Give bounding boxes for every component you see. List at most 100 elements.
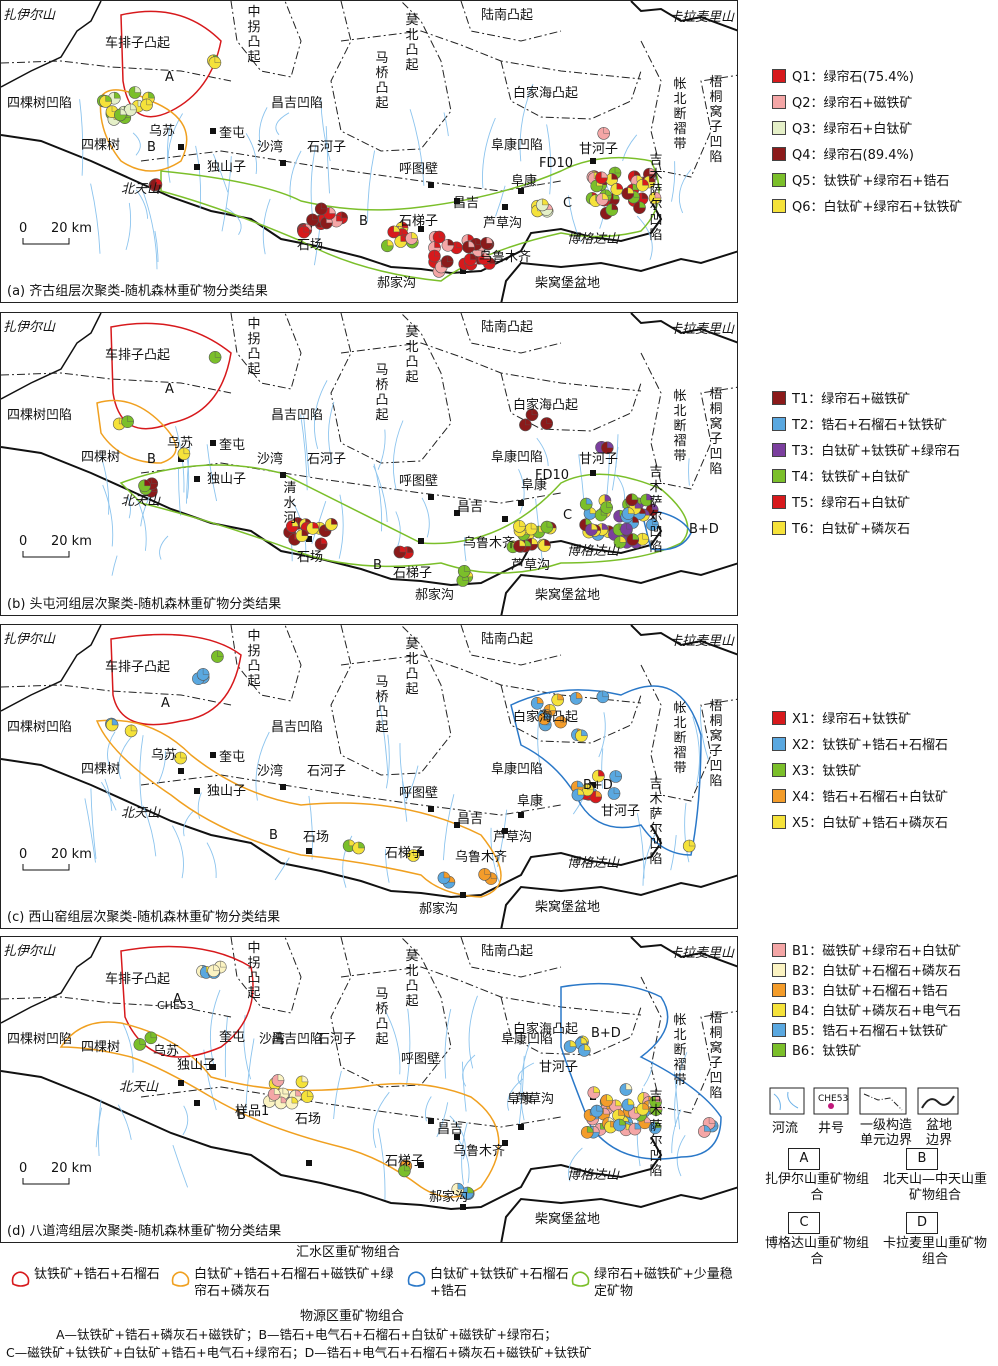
legend-label: 钛铁矿+白钛矿 [821,470,911,485]
place-label: 四棵树凹陷 [7,96,73,111]
sample-pie-marker [610,183,624,196]
sample-pie-marker [121,415,134,428]
place-label: 柴窝堡盆地 [535,1212,601,1227]
sample-pie-marker [600,1094,614,1107]
sample-pie-marker [271,1074,285,1087]
place-label: B [359,214,368,229]
legend-label: 绿帘石(75.4%) [823,70,914,85]
place-label: 独山子 [207,784,247,799]
map-canvas [1,1,737,302]
legend-label: 白钛矿+钛铁矿+绿帘石 [821,444,961,459]
legend-entry: Q4：绿帘石(89.4%) [772,144,914,163]
legend-code: T3 [792,444,809,459]
place-label: 梧桐窝子凹陷 [709,699,723,789]
place-label: 卡拉麦里山 [669,946,735,961]
place-label: 石梯子 [399,214,439,229]
place-label: 昌吉 [453,196,480,211]
place-label: 四棵树 [81,762,121,777]
legend-entry: T5：绿帘石+白钛矿 [772,492,910,511]
legend-label: 钛铁矿+锆石+石榴石 [822,738,948,753]
place-label: 昌吉 [457,812,484,827]
place-label: 中拐凸起 [247,5,261,65]
sample-pie-marker [575,729,588,743]
legend-swatch [772,469,786,483]
legend-swatch [772,815,786,829]
place-label: 吉木萨尔凹陷 [649,465,663,555]
place-label: 帐北断褶带 [673,77,687,152]
legend-swatch [772,1023,786,1037]
legend-label: 钛铁矿 [822,764,862,779]
sample-pie-marker [648,1121,662,1135]
legend-swatch [772,763,786,777]
sample-pie-marker [577,1044,591,1057]
place-label: 昌吉凹陷 [271,96,324,111]
sample-pie-marker [478,868,491,881]
place-label: 车排子凸起 [105,972,171,987]
source-box-c: C [788,1212,820,1234]
source-box-label: 北天山—中天山重矿物组合 [882,1172,987,1203]
scale-bar-label: 20 km [51,221,92,236]
legend-label: 白钛矿+绿帘石+钛铁矿 [823,200,963,215]
sample-pie-marker [600,501,613,514]
place-label: 乌鲁木齐 [479,250,532,265]
sample-pie-marker [114,108,127,122]
legend-entry: B1：磁铁矿+绿帘石+白钛矿 [772,940,961,959]
place-label: 吉木萨尔凹陷 [649,777,663,867]
place-label: 北天山 [121,494,161,509]
place-label: 白家海凸起 [513,398,579,413]
map-panel-4: 扎伊尔山 车排子凸起 中拐凸起 莫北凸起 陆南凸起 卡拉麦里山 四棵树凹陷 乌苏 奎屯 四棵树 独山… [0,936,738,1243]
place-label: 呼图壁 [399,786,439,801]
sample-pie-marker [513,520,526,533]
sample-pie-marker [177,447,191,461]
place-label: B [373,558,382,573]
place-label: 芦草沟 [511,558,551,573]
place-label: 甘河子 [539,1060,579,1075]
place-label: A [173,992,182,1007]
map-canvas [1,937,737,1242]
legend-label: 锆石+石榴石+钛铁矿 [822,1024,949,1039]
place-label: FD10 [539,156,574,171]
sample-pie-marker [342,839,356,853]
sample-pie-marker [128,86,142,99]
catchment-label: 白钛矿+钛铁矿+石榴石+锆石 [430,1267,569,1299]
sample-pie-marker [306,522,320,535]
sample-pie-marker [124,724,138,738]
place-label: 芦草沟 [515,1092,555,1107]
place-label: 车排子凸起 [105,660,171,675]
sample-pie-marker [682,839,696,853]
place-label: C [563,196,573,211]
place-label: 扎伊尔山 [3,320,56,335]
place-label: 呼图壁 [399,474,439,489]
legend-code: X3 [792,764,810,779]
river-label: 河流 [772,1121,799,1136]
legend-entry: X3：钛铁矿 [772,760,861,779]
place-label: 郝家沟 [419,902,459,917]
place-label: 扎伊尔山 [3,944,56,959]
legend-swatch [772,983,786,997]
place-label: 昌吉凹陷 [271,720,324,735]
legend-code: Q5 [792,174,811,189]
legend-entry: Q1：绿帘石(75.4%) [772,66,914,85]
place-label: B+D [583,778,613,793]
sample-pie-marker [600,441,614,455]
place-label: 独山子 [207,472,247,487]
place-label: 柴窝堡盆地 [535,588,601,603]
sample-pie-marker [513,539,526,553]
legend-label: 绿帘石+磁铁矿 [821,392,911,407]
panel-caption: (c) 西山窑组层次聚类-随机森林重矿物分类结果 [7,910,281,925]
place-label: 四棵树 [81,1040,121,1055]
sample-pie-marker [267,1088,281,1101]
sample-pie-marker [306,213,319,227]
sample-pie-marker [646,518,659,531]
place-label: 陆南凸起 [481,8,534,23]
legend-entry: X1：绿帘石+钛铁矿 [772,708,911,727]
place-label: 沙湾 [257,140,284,155]
legend-entry: T4：钛铁矿+白钛矿 [772,466,910,485]
legend-entry: B2：白钛矿+石榴石+磷灰石 [772,960,961,979]
sample-pie-marker [314,537,328,551]
sample-pie-marker [607,787,621,800]
sample-pie-marker [480,237,493,250]
place-label: 马桥凸起 [375,363,389,423]
place-label: 奎屯 [219,438,246,453]
legend-entry: Q3：绿帘石+白钛矿 [772,118,912,137]
